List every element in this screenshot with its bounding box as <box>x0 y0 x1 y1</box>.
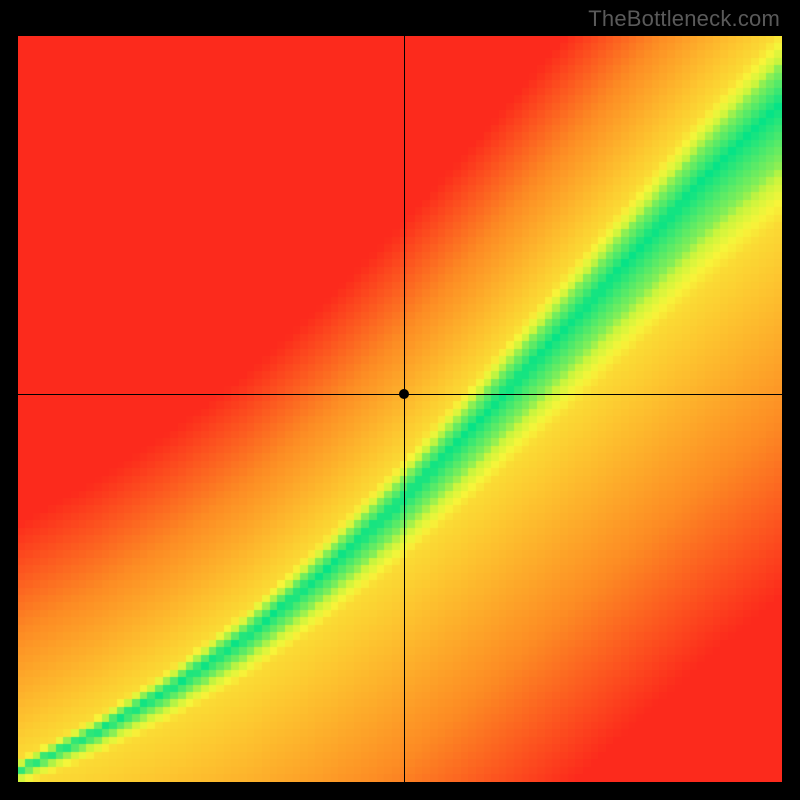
heatmap-area <box>18 36 782 782</box>
crosshair-marker <box>399 389 409 399</box>
heatmap-canvas <box>18 36 782 782</box>
watermark-text: TheBottleneck.com <box>588 6 780 32</box>
chart-container: TheBottleneck.com <box>0 0 800 800</box>
crosshair-vertical <box>404 36 405 782</box>
